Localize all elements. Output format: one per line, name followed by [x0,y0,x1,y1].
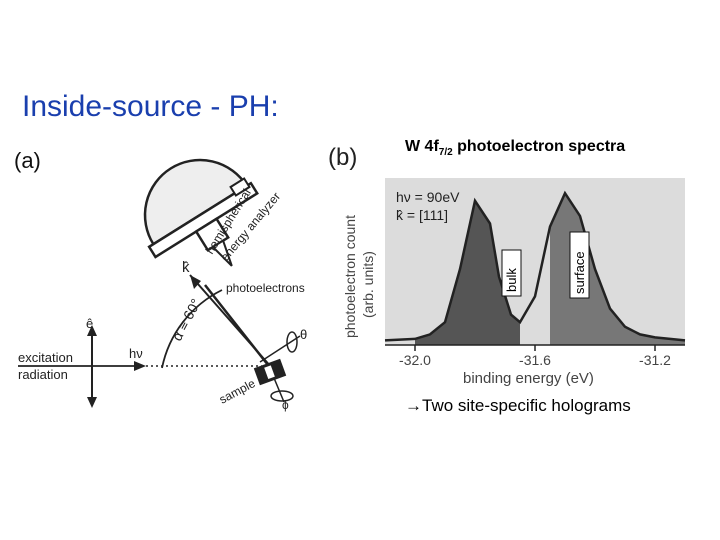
y-axis-label-line2: (arb. units) [360,251,376,318]
bulk-label-box [501,249,522,297]
theta-rotation-icon [286,331,298,353]
spectra-title: W 4f7/2 photoelectron spectra [405,138,625,158]
hv-label: hν [129,346,143,361]
x-tick-label: -31.2 [639,352,671,368]
surface-label-box [569,231,590,299]
y-axis-label-line1: photoelectron count [342,215,358,338]
k-arrow-head [190,275,201,289]
x-axis-label: binding energy (eV) [463,370,594,387]
panel-a-label: (a) [14,148,41,173]
theta-axis [259,335,301,363]
photoelectrons-label: photoelectrons [226,281,305,295]
bulk-label: bulk [504,268,519,292]
alpha-arc [161,289,223,369]
hv-text: hν = 90eV [396,189,460,205]
panel-b-label: (b) [328,144,358,171]
theta-label: θ [300,327,307,342]
sample-block [253,358,287,386]
x-tick-label: -31.6 [519,352,551,368]
x-tick-label: -32.0 [399,352,431,368]
footnote: →Two site-specific holograms [405,396,631,415]
spectra-title-rest: photoelectron spectra [452,138,626,155]
analyzer-hemisphere [143,158,259,267]
radiation-label: radiation [18,367,68,382]
spectrum-curve [384,190,686,342]
spectra-title-main: W 4f [405,138,439,155]
phi-axis [273,377,285,403]
e-arrow-up [87,325,97,336]
slide-title: Inside-source - PH: [22,90,279,123]
bulk-peak-fill [415,200,520,345]
excitation-arrow-head [134,361,146,371]
phi-label: ϕ [282,398,289,412]
k-text: k̂ = [111] [396,207,448,223]
plot-background [385,178,685,345]
spectra-title-sub: 7/2 [438,147,453,159]
surface-label: surface [572,251,587,294]
e-label: ê [86,316,93,331]
analyzer-port [229,177,251,197]
k-vector-line [189,274,273,369]
phi-rotation-icon [270,390,294,402]
excitation-label: excitation [18,350,73,365]
e-arrow-down [87,397,97,408]
k-label: k̂ [182,259,190,276]
